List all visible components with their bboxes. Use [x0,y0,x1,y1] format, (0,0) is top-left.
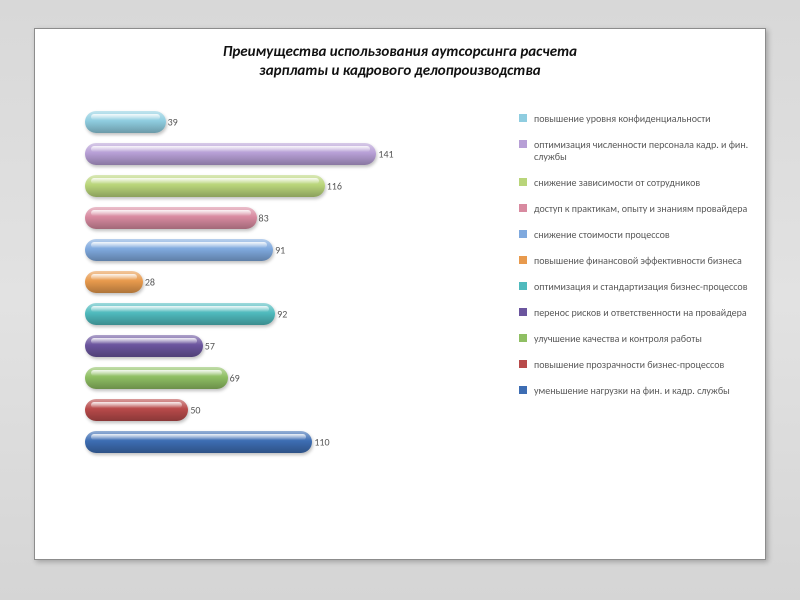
legend-swatch [519,282,527,290]
legend-item: повышение прозрачности бизнес-процессов [519,359,749,371]
bar [85,271,143,293]
bar [85,335,203,357]
legend-label: повышение финансовой эффективности бизне… [534,255,742,267]
bar-row: 91 [85,237,503,263]
legend-swatch [519,204,527,212]
legend-label: оптимизация численности персонала кадр. … [534,139,749,163]
bar-value-label: 83 [259,211,269,224]
chart-panel: Преимущества использования аутсорсинга р… [34,28,766,560]
bar [85,367,228,389]
legend-label: повышение уровня конфиденциальности [534,113,710,125]
bar-row: 83 [85,205,503,231]
bar-row: 28 [85,269,503,295]
bar-row: 116 [85,173,503,199]
legend-label: снижение зависимости от сотрудников [534,177,700,189]
legend-item: доступ к практикам, опыту и знаниям пров… [519,203,749,215]
bar [85,111,166,133]
legend-label: улучшение качества и контроля работы [534,333,702,345]
legend-swatch [519,308,527,316]
bar-value-label: 91 [275,243,285,256]
legend-item: уменьшение нагрузки на фин. и кадр. служ… [519,385,749,397]
legend-label: снижение стоимости процессов [534,229,670,241]
legend-item: повышение уровня конфиденциальности [519,113,749,125]
bar-row: 110 [85,429,503,455]
bar-value-label: 92 [277,307,287,320]
bar-value-label: 116 [327,179,342,192]
bar-row: 39 [85,109,503,135]
legend-item: перенос рисков и ответственности на пров… [519,307,749,319]
legend-item: оптимизация численности персонала кадр. … [519,139,749,163]
legend-swatch [519,230,527,238]
chart-title: Преимущества использования аутсорсинга р… [47,43,753,81]
bar [85,175,325,197]
bar-value-label: 50 [190,403,200,416]
legend-item: снижение стоимости процессов [519,229,749,241]
slide-frame: Преимущества использования аутсорсинга р… [0,0,800,600]
legend-swatch [519,386,527,394]
bar-value-label: 39 [168,115,178,128]
bar-value-label: 141 [378,147,393,160]
bar-value-label: 110 [314,435,329,448]
legend-label: перенос рисков и ответственности на пров… [534,307,747,319]
legend-item: снижение зависимости от сотрудников [519,177,749,189]
legend-swatch [519,114,527,122]
bar-row: 69 [85,365,503,391]
bar-row: 141 [85,141,503,167]
legend-label: повышение прозрачности бизнес-процессов [534,359,724,371]
bar [85,143,376,165]
bar-row: 57 [85,333,503,359]
legend-item: повышение финансовой эффективности бизне… [519,255,749,267]
bar-row: 92 [85,301,503,327]
bar [85,431,312,453]
legend-item: оптимизация и стандартизация бизнес-проц… [519,281,749,293]
content-row: 39 141 116 83 91 28 92 57 69 50 110 повышение уров… [47,95,753,546]
title-line-1: Преимущества использования аутсорсинга р… [223,43,577,61]
bars-container: 39 141 116 83 91 28 92 57 69 50 110 [85,109,503,536]
bar [85,207,257,229]
legend-label: уменьшение нагрузки на фин. и кадр. служ… [534,385,730,397]
legend-label: доступ к практикам, опыту и знаниям пров… [534,203,747,215]
bar-value-label: 28 [145,275,155,288]
bar [85,303,275,325]
bar-value-label: 69 [230,371,240,384]
legend-swatch [519,178,527,186]
legend-item: улучшение качества и контроля работы [519,333,749,345]
bar-value-label: 57 [205,339,215,352]
legend-swatch [519,360,527,368]
chart-area: 39 141 116 83 91 28 92 57 69 50 110 [47,95,513,546]
legend-swatch [519,140,527,148]
legend-swatch [519,256,527,264]
bar [85,399,188,421]
bar [85,239,273,261]
bar-row: 50 [85,397,503,423]
legend: повышение уровня конфиденциальности оптим… [513,95,753,546]
title-line-2: зарплаты и кадрового делопроизводства [259,62,540,80]
legend-swatch [519,334,527,342]
legend-label: оптимизация и стандартизация бизнес-проц… [534,281,747,293]
